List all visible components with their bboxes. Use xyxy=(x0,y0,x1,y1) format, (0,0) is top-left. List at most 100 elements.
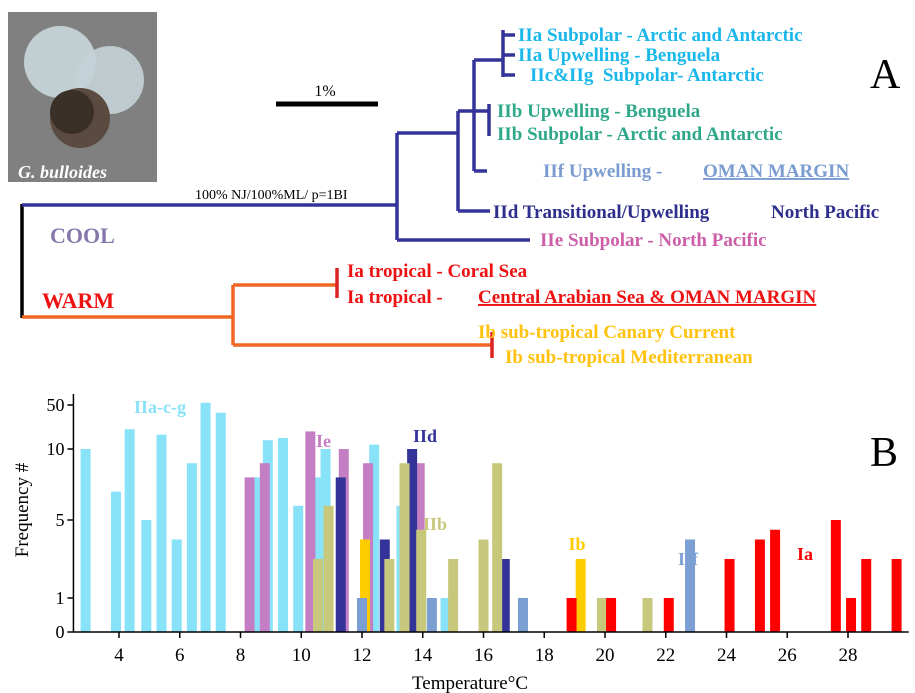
bar xyxy=(846,598,857,632)
leaf-label: IId Transitional/Upwelling xyxy=(493,202,710,223)
x-tick-label: 18 xyxy=(535,645,554,666)
x-tick-label: 24 xyxy=(717,645,737,666)
bar xyxy=(492,463,503,632)
leaf-label: IIa Upwelling - Benguela xyxy=(518,45,721,66)
bar xyxy=(861,559,872,632)
x-tick-label: 10 xyxy=(292,645,311,666)
bar xyxy=(724,559,735,632)
panel-label: A xyxy=(870,52,901,98)
leaf-label: IIb Subpolar - Arctic and Antarctic xyxy=(497,124,783,145)
bar xyxy=(312,559,323,632)
bar xyxy=(596,598,607,632)
bar xyxy=(369,444,380,632)
bar xyxy=(357,598,367,632)
bar xyxy=(323,505,334,632)
bar xyxy=(685,539,696,632)
bar xyxy=(478,539,489,632)
leaf-label: IIa Subpolar - Arctic and Antarctic xyxy=(518,25,803,46)
bar xyxy=(156,434,167,632)
support-label: 100% NJ/100%ML/ p=1BI xyxy=(195,188,348,203)
series-label: Ib xyxy=(568,534,585,554)
bar xyxy=(215,412,226,632)
leaf-label: OMAN MARGIN xyxy=(703,161,849,182)
leaf-label: Ib sub-tropical Canary Current xyxy=(478,322,736,343)
x-tick-label: 16 xyxy=(474,645,493,666)
series-label: IIe xyxy=(309,431,331,451)
bar xyxy=(141,520,152,632)
image-caption: G. bulloides xyxy=(18,162,107,182)
bar xyxy=(384,559,395,632)
bar xyxy=(830,520,841,632)
y-tick-label: 1 xyxy=(55,588,64,608)
bar xyxy=(171,539,182,632)
plot: 0 1 5 10 50 4 6 8 10 12 14 16 18 20 22 24 26 28 IIa-c-g IIe… xyxy=(46,394,909,666)
leaf-label: IIb Upwelling - Benguela xyxy=(497,101,701,122)
series-label: IId xyxy=(413,426,437,446)
bar xyxy=(770,529,781,632)
leaf-label: IIc&IIg Subpolar- Antarctic xyxy=(530,65,764,86)
y-axis-title: Frequency # xyxy=(12,462,33,557)
bar xyxy=(259,463,270,632)
x-tick-label: 4 xyxy=(114,645,124,666)
bar xyxy=(575,559,586,632)
bar xyxy=(440,598,451,632)
leaf-label: Ib sub-tropical Mediterranean xyxy=(505,347,753,368)
panel-label: B xyxy=(870,430,898,476)
tree xyxy=(20,30,530,358)
bar xyxy=(399,463,410,632)
x-tick-label: 14 xyxy=(413,645,433,666)
bar xyxy=(200,402,211,632)
bar xyxy=(754,539,765,632)
bar xyxy=(426,598,437,632)
x-tick-label: 28 xyxy=(839,645,858,666)
x-tick-label: 6 xyxy=(175,645,185,666)
bar xyxy=(416,529,427,632)
clade-label: WARM xyxy=(42,288,114,313)
series-label: IIb xyxy=(423,514,447,534)
bar xyxy=(891,559,902,632)
x-tick-label: 12 xyxy=(353,645,372,666)
scale-label: 1% xyxy=(314,83,335,100)
x-tick-label: 20 xyxy=(596,645,615,666)
bar xyxy=(305,431,316,632)
series-label: Ia xyxy=(797,544,813,564)
bar xyxy=(80,449,91,632)
bar xyxy=(663,598,674,632)
x-axis-title: Temperature°C xyxy=(412,673,528,693)
x-tick-label: 8 xyxy=(236,645,246,666)
bar xyxy=(360,539,371,632)
bar xyxy=(186,463,197,632)
leaf-label: Ia tropical - Coral Sea xyxy=(347,261,528,282)
clade-label: COOL xyxy=(50,223,115,248)
leaf-label: IIe Subpolar - North Pacific xyxy=(540,230,767,251)
bar xyxy=(335,477,346,632)
y-tick-label: 10 xyxy=(46,439,64,459)
bar xyxy=(606,598,617,632)
leaf-label: North Pacific xyxy=(771,202,879,223)
bar xyxy=(110,491,121,632)
x-tick-label: 26 xyxy=(778,645,797,666)
leaf-label: Central Arabian Sea & OMAN MARGIN xyxy=(478,287,817,308)
bar xyxy=(250,477,261,632)
bar xyxy=(407,449,418,632)
leaf-labels: IIa Subpolar - Arctic and Antarctic IIa … xyxy=(347,25,879,368)
bar xyxy=(566,598,577,632)
series-label: IIf xyxy=(678,549,699,569)
bar xyxy=(517,598,528,632)
bar xyxy=(244,477,255,632)
y-tick-label: 0 xyxy=(55,622,64,642)
leaf-label: IIf Upwelling - xyxy=(543,161,662,182)
bar xyxy=(642,598,653,632)
specimen-image: G. bulloides xyxy=(8,12,157,182)
leaf-label: Ia tropical - xyxy=(347,287,443,308)
y-tick-label: 5 xyxy=(55,510,64,530)
series-label: IIa-c-g xyxy=(134,397,186,417)
bar xyxy=(293,505,304,632)
bar xyxy=(499,559,510,632)
bar xyxy=(124,429,135,632)
y-tick-label: 50 xyxy=(46,395,64,415)
bar xyxy=(311,477,322,632)
x-tick-label: 22 xyxy=(656,645,675,666)
bar xyxy=(448,559,459,632)
